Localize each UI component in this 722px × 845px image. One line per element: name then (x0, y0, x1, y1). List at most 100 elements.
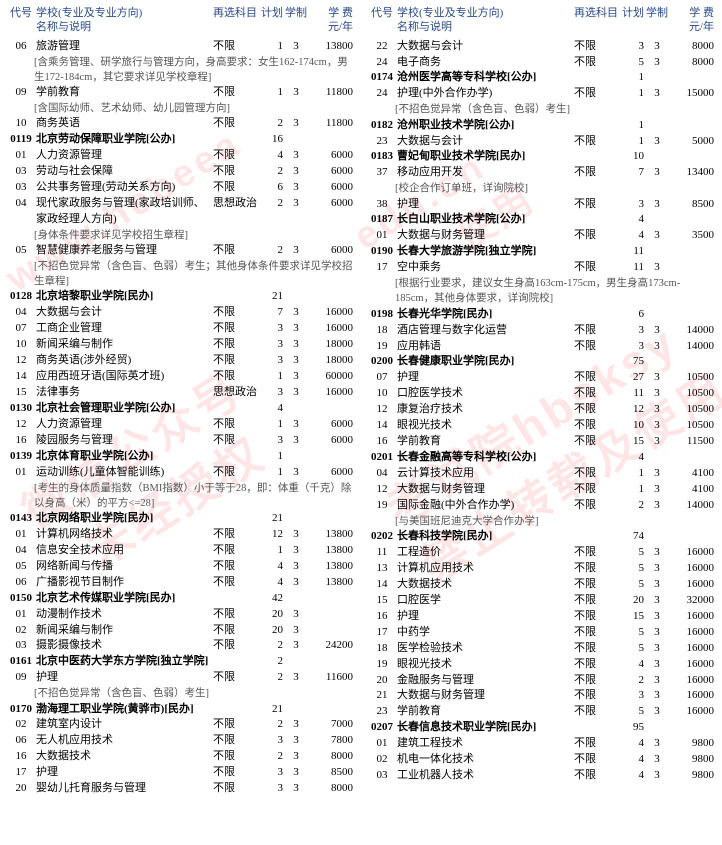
cell-code: 01 (8, 527, 34, 543)
hdr-sys: 学制 (283, 6, 309, 35)
cell-code: 17 (369, 625, 395, 641)
cell-code: 19 (369, 498, 395, 514)
cell-sub (574, 720, 618, 736)
hdr-sub: 再选科目 (574, 6, 618, 35)
cell-sys: 3 (283, 607, 309, 623)
cell-fee (309, 401, 353, 417)
cell-name: 酒店管理与数字化运营 (395, 323, 574, 339)
cell-name: 新闻采编与制作 (34, 337, 213, 353)
cell-fee: 18000 (309, 353, 353, 369)
cell-fee: 16000 (670, 577, 714, 593)
cell-code: 17 (369, 260, 395, 276)
cell-name: 护理 (395, 609, 574, 625)
cell-code: 14 (369, 418, 395, 434)
cell-code: 04 (369, 466, 395, 482)
cell-sys: 3 (644, 418, 670, 434)
cell-plan: 3 (618, 197, 644, 213)
cell-name: 广播影视节目制作 (34, 575, 213, 591)
cell-fee: 8000 (309, 749, 353, 765)
cell-plan: 5 (618, 625, 644, 641)
cell-sub: 不限 (213, 39, 257, 55)
cell-code: 03 (369, 768, 395, 784)
table-row: 01计算机网络技术不限12313800 (8, 527, 353, 543)
table-row: 15法律事务思想政治3316000 (8, 385, 353, 401)
cell-sub: 不限 (574, 86, 618, 102)
cell-sys: 3 (644, 609, 670, 625)
cell-name: 曹妃甸职业技术学院[民办] (395, 149, 574, 165)
cell-sub (574, 118, 618, 134)
cell-plan: 21 (257, 289, 283, 305)
cell-plan: 1 (257, 465, 283, 481)
cell-sys (644, 307, 670, 323)
cell-sub: 不限 (574, 768, 618, 784)
cell-code: 15 (8, 385, 34, 401)
table-row: 01动漫制作技术不限203 (8, 607, 353, 623)
cell-plan: 10 (618, 149, 644, 165)
cell-sub: 不限 (213, 305, 257, 321)
cell-fee: 8000 (309, 781, 353, 797)
cell-name: 动漫制作技术 (34, 607, 213, 623)
cell-sys: 3 (644, 323, 670, 339)
cell-plan: 2 (257, 654, 283, 670)
cell-sys: 3 (283, 148, 309, 164)
cell-plan: 2 (257, 717, 283, 733)
cell-name: 大数据与财务管理 (395, 228, 574, 244)
cell-plan: 4 (257, 401, 283, 417)
cell-name: 旅游管理 (34, 39, 213, 55)
cell-plan: 3 (257, 337, 283, 353)
cell-plan: 15 (618, 609, 644, 625)
cell-name: 长春金融高等专科学校[公办] (395, 450, 574, 466)
cell-sub (574, 212, 618, 228)
cell-sys (644, 70, 670, 86)
cell-code: 16 (8, 749, 34, 765)
cell-code: 0150 (8, 591, 34, 607)
cell-plan: 2 (257, 164, 283, 180)
cell-sys: 3 (644, 228, 670, 244)
cell-name: 康复治疗技术 (395, 402, 574, 418)
cell-sub: 不限 (574, 260, 618, 276)
cell-fee: 15000 (670, 86, 714, 102)
cell-plan: 3 (257, 321, 283, 337)
cell-code: 12 (369, 402, 395, 418)
cell-code: 16 (369, 609, 395, 625)
cell-sys: 3 (283, 85, 309, 101)
table-row: 06广播影视节目制作不限4313800 (8, 575, 353, 591)
cell-name: 新闻采编与制作 (34, 623, 213, 639)
cell-fee: 5000 (670, 134, 714, 150)
cell-code: 01 (369, 736, 395, 752)
cell-plan: 42 (257, 591, 283, 607)
cell-note: [根据行业要求，建议女生身高163cm-175cm，男生身高173cm-185c… (369, 276, 714, 306)
cell-fee: 10500 (670, 402, 714, 418)
cell-plan: 3 (618, 688, 644, 704)
cell-fee: 6000 (309, 465, 353, 481)
cell-fee (670, 450, 714, 466)
cell-name: 工商企业管理 (34, 321, 213, 337)
cell-fee: 11800 (309, 116, 353, 132)
table-row: 0207长春信息技术职业学院[民办]95 (369, 720, 714, 736)
cell-code: 19 (369, 657, 395, 673)
table-row: 0200长春健康职业学院[民办]75 (369, 354, 714, 370)
table-row: [校企合作订单班，详询院校] (369, 181, 714, 196)
cell-sub: 不限 (574, 466, 618, 482)
cell-sys (644, 212, 670, 228)
hdr-sys: 学制 (644, 6, 670, 35)
cell-name: 人力资源管理 (34, 148, 213, 164)
cell-plan: 11 (618, 244, 644, 260)
cell-code: 06 (8, 733, 34, 749)
cell-code: 10 (8, 116, 34, 132)
cell-code: 16 (8, 433, 34, 449)
cell-name: 北京体育职业学院[公办] (34, 449, 213, 465)
cell-fee: 16000 (670, 673, 714, 689)
cell-code: 11 (369, 545, 395, 561)
cell-sys: 3 (644, 466, 670, 482)
table-row: 0182沧州职业技术学院[公办]1 (369, 118, 714, 134)
cell-plan: 4 (618, 768, 644, 784)
table-row: 23学前教育不限5316000 (369, 704, 714, 720)
cell-sys (644, 244, 670, 260)
cell-sys: 3 (283, 39, 309, 55)
cell-sys: 3 (644, 736, 670, 752)
table-row: [不招色觉异常（含色盲、色弱）考生] (369, 102, 714, 117)
cell-fee: 9800 (670, 736, 714, 752)
table-row: 02建筑室内设计不限237000 (8, 717, 353, 733)
cell-name: 劳动与社会保障 (34, 164, 213, 180)
